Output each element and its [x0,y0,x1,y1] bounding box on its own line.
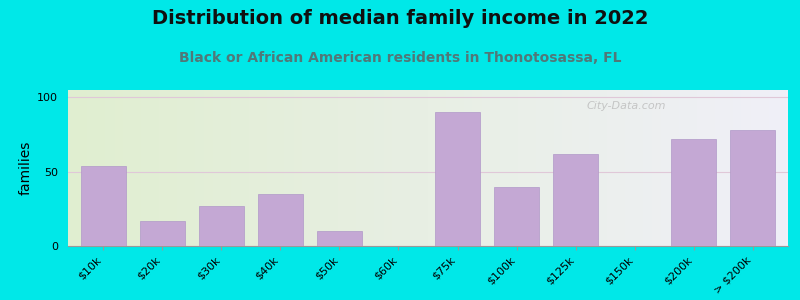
Bar [318,231,362,246]
Bar [671,139,716,246]
Text: Black or African American residents in Thonotosassa, FL: Black or African American residents in T… [178,51,622,65]
Y-axis label: families: families [19,141,33,195]
Bar [258,194,302,246]
Text: City-Data.com: City-Data.com [586,101,666,111]
Bar [82,166,126,246]
Bar [140,221,185,246]
Bar [199,206,243,246]
Text: Distribution of median family income in 2022: Distribution of median family income in … [152,9,648,28]
Bar [554,154,598,246]
Bar [730,130,774,246]
Bar [494,187,538,246]
Bar [435,112,480,246]
